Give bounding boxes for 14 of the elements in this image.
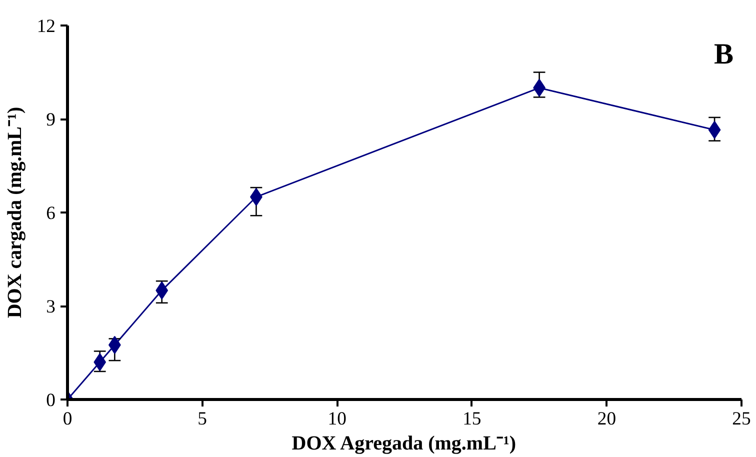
x-axis-title: DOX Agregada (mg.mL⁻¹) xyxy=(292,432,516,454)
x-tick-label: 0 xyxy=(62,408,72,430)
y-tick-label: 3 xyxy=(46,296,56,318)
x-tick-label: 15 xyxy=(462,408,482,430)
y-tick-label: 12 xyxy=(36,16,56,37)
y-tick-label: 0 xyxy=(46,390,56,411)
x-tick-label: 20 xyxy=(597,408,616,430)
y-tick-label: 9 xyxy=(46,110,56,130)
x-tick-label: 5 xyxy=(198,408,207,430)
x-tick-label: 25 xyxy=(732,408,751,430)
annotation: B xyxy=(714,38,734,70)
x-tick-label: 10 xyxy=(328,408,346,430)
y-tick-label: 6 xyxy=(46,203,56,224)
y-axis-title: DOX cargada (mg.mL⁻¹) xyxy=(4,106,26,318)
